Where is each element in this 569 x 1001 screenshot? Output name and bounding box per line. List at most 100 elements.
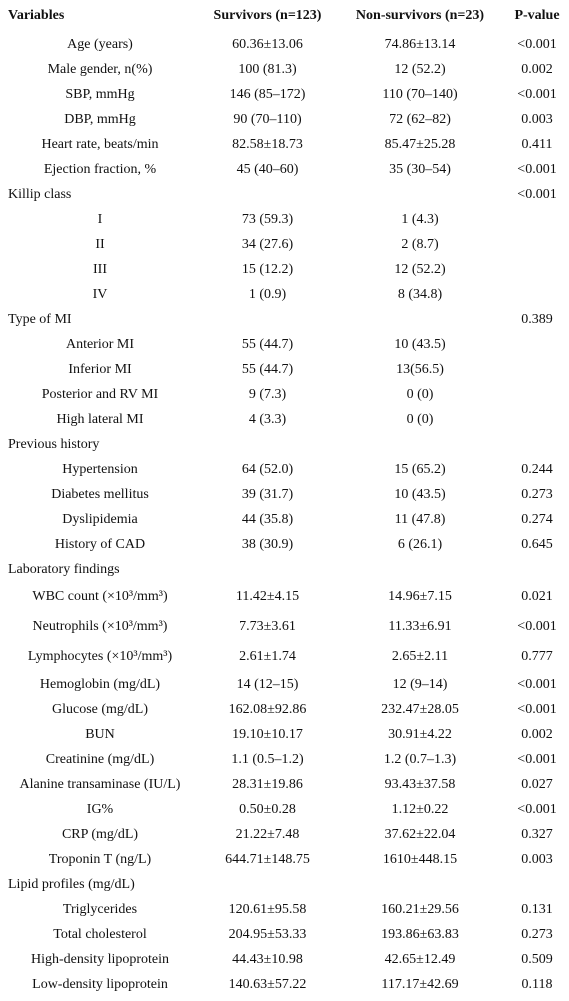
table-row: Type of MI 0.389 [0,307,569,332]
table-row: Triglycerides 120.61±95.58 160.21±29.56 0.1… [0,897,569,922]
table-cell [335,432,505,457]
table-cell: Male gender, n(%) [47,61,153,77]
table-cell: 64 (52.0) [241,461,294,477]
table-cell: 100 (81.3) [238,61,297,77]
table-cell: 55 (44.7) [241,361,294,377]
table-cell: Laboratory findings [8,561,120,577]
table-row: Ejection fraction, % 45 (40–60) 35 (30–54)… [0,157,569,182]
table-cell: 72 (62–82) [389,111,451,127]
table-cell: DBP, mmHg [64,111,136,127]
table-row: Lipid profiles (mg/dL) [0,872,569,897]
table-cell: 0.118 [521,976,553,992]
table-row: Dyslipidemia 44 (35.8) 11 (47.8) 0.274 [0,507,569,532]
table-cell: Creatinine (mg/dL) [45,751,155,767]
table-cell: Inferior MI [68,361,132,377]
table-row: Anterior MI 55 (44.7) 10 (43.5) [0,332,569,357]
table-row: Creatinine (mg/dL) 1.1 (0.5–1.2) 1.2 (0.7–… [0,747,569,772]
table-cell [505,257,569,282]
table-cell: 13(56.5) [396,361,444,377]
table-row: III 15 (12.2) 12 (52.2) [0,257,569,282]
table-cell: Hemoglobin (mg/dL) [39,676,161,692]
table-cell: 11.42±4.15 [235,589,300,604]
table-cell: 10 (43.5) [394,486,446,502]
table-cell: Heart rate, beats/min [41,136,159,152]
table-cell: 2 (8.7) [401,236,439,252]
table-cell: Lymphocytes (×10³/mm³) [27,649,173,664]
table-row: II 34 (27.6) 2 (8.7) [0,232,569,257]
table-cell: 93.43±37.58 [384,776,456,792]
table-row: BUN 19.10±10.17 30.91±4.22 0.002 [0,722,569,747]
table-row: High lateral MI 4 (3.3) 0 (0) [0,407,569,432]
table-cell: 35 (30–54) [389,161,451,177]
header-cell: Variables [8,8,65,23]
table-cell: 0.003 [521,111,553,127]
table-cell: 73 (59.3) [241,211,294,227]
table-cell: 0.777 [521,649,553,664]
table-row: SBP, mmHg 146 (85–172) 110 (70–140) <0.001 [0,82,569,107]
table-cell: 37.62±22.04 [384,826,456,842]
table-row: DBP, mmHg 90 (70–110) 72 (62–82) 0.003 [0,107,569,132]
table-cell [335,182,505,207]
table-body: Age (years) 60.36±13.06 74.86±13.14 <0.001 M… [0,32,569,997]
table-row: Hemoglobin (mg/dL) 14 (12–15) 12 (9–14) <0.… [0,672,569,697]
table-cell: 12 (9–14) [392,676,448,692]
table-cell: WBC count (×10³/mm³) [32,589,168,604]
table-row: Laboratory findings [0,557,569,582]
table-cell: 30.91±4.22 [388,726,452,742]
table-row: CRP (mg/dL) 21.22±7.48 37.62±22.04 0.327 [0,822,569,847]
table-cell: 44.43±10.98 [232,951,303,967]
table-cell [200,182,335,207]
table-cell [200,557,335,582]
table-row: WBC count (×10³/mm³) 11.42±4.15 14.96±7.15… [0,582,569,612]
table-cell: 1.12±0.22 [391,801,449,817]
table-cell: High-density lipoprotein [30,951,170,967]
table-cell: 0.244 [521,461,553,477]
table-cell: 82.58±18.73 [232,136,303,152]
table-cell: <0.001 [517,36,557,52]
table-cell: BUN [85,726,115,742]
table-cell: 1.2 (0.7–1.3) [383,751,457,767]
table-cell: I [97,211,103,227]
table-row: Posterior and RV MI 9 (7.3) 0 (0) [0,382,569,407]
table-cell: 2.65±2.11 [391,649,449,664]
table-cell: Dyslipidemia [62,511,138,527]
table-cell: <0.001 [517,619,557,634]
table-cell: 21.22±7.48 [235,826,300,842]
table-cell: 0.021 [521,589,553,604]
table-cell: High lateral MI [56,411,144,427]
table-cell: 11.33±6.91 [388,619,452,634]
table-cell: 85.47±25.28 [384,136,456,152]
table-cell: Anterior MI [65,336,135,352]
table-cell: 55 (44.7) [241,336,294,352]
table-cell: SBP, mmHg [65,86,135,102]
table-cell: 1610±448.15 [382,851,458,867]
table-cell: Previous history [8,436,100,452]
table-cell: 11 (47.8) [394,511,446,527]
table-cell: Total cholesterol [53,926,147,942]
table-row: Previous history [0,432,569,457]
table-row: Lymphocytes (×10³/mm³) 2.61±1.74 2.65±2.11… [0,642,569,672]
table-cell: <0.001 [517,801,557,817]
table-cell: <0.001 [517,161,557,177]
table-cell: 12 (52.2) [394,261,446,277]
table-cell: 120.61±95.58 [228,901,307,917]
table-cell [335,872,505,897]
table-cell: 28.31±19.86 [232,776,303,792]
table-cell: 1 (0.9) [248,286,287,302]
table-cell: 0.003 [521,851,553,867]
table-row: Male gender, n(%) 100 (81.3) 12 (52.2) 0.00… [0,57,569,82]
header-cell: P-value [514,8,560,23]
table-cell: 0.274 [521,511,553,527]
table-cell: Age (years) [67,36,133,52]
table-cell: 0.327 [521,826,553,842]
table-row: Troponin T (ng/L) 644.71±148.75 1610±448.1… [0,847,569,872]
table-cell: 1 (4.3) [401,211,439,227]
table-cell: III [93,261,107,277]
table-cell: 42.65±12.49 [384,951,456,967]
table-cell [505,407,569,432]
table-cell: 0.411 [521,136,553,152]
table-row: Low-density lipoprotein 140.63±57.22 117.1… [0,972,569,997]
table-cell: Lipid profiles (mg/dL) [8,876,135,892]
